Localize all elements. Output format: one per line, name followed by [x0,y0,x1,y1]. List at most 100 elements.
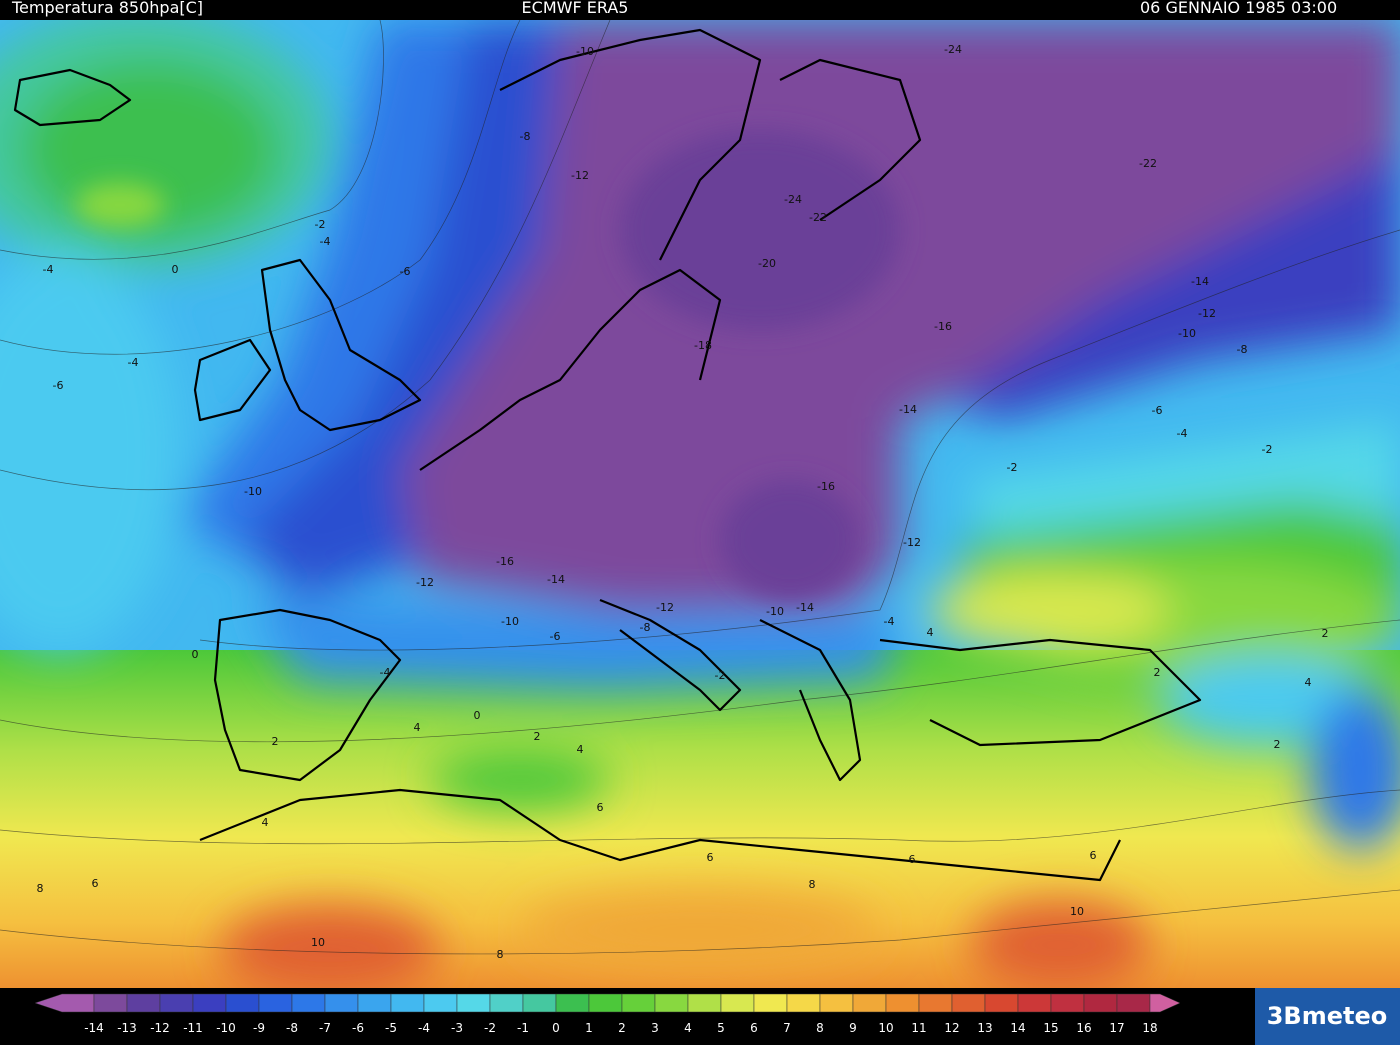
contour-label: 2 [534,730,541,743]
colorbar-bin [951,993,986,1013]
contour-label: -4 [128,356,139,369]
colorbar-label: -5 [385,1021,397,1035]
contour-label: -12 [903,536,921,549]
colorbar-label: 17 [1109,1021,1124,1035]
colorbar-label: 0 [552,1021,560,1035]
contour-label: 2 [272,735,279,748]
colorbar-label: -3 [451,1021,463,1035]
contour-label: -10 [501,615,519,628]
contour-label: -14 [1191,275,1209,288]
contour-label: 0 [192,648,199,661]
contour-label: -8 [640,621,651,634]
contour-label: 2 [1154,666,1161,679]
contour-label: 10 [311,936,325,949]
map-field: -10-8-12-2-4-4 0 -6-4-6-10-12-16-14-10-6-8… [0,20,1400,988]
contour-label: 2 [1274,738,1281,751]
colorbar-bin [357,993,392,1013]
contour-label: -14 [547,573,565,586]
contour-label: -6 [1152,404,1163,417]
contour-labels: -10-8-12-2-4-4 0 -6-4-6-10-12-16-14-10-6-8… [37,43,1329,961]
contour-label: -4 [320,235,331,248]
colorbar-bin [819,993,854,1013]
colorbar-bin [984,993,1019,1013]
isolines [0,20,1400,955]
colorbar-bin [159,993,194,1013]
header-date: 06 GENNAIO 1985 03:00 [1140,0,1337,17]
colorbar-label: 10 [878,1021,893,1035]
contour-label: 4 [262,816,269,829]
colorbar-label: -14 [84,1021,104,1035]
colorbar-bin [654,993,689,1013]
colorbar-label: 4 [684,1021,692,1035]
contour-label: 0 [172,263,179,276]
colorbar-label: -10 [216,1021,236,1035]
colorbar-bin [588,993,623,1013]
contour-label: -20 [758,257,776,270]
colorbar-label: 8 [816,1021,824,1035]
contour-label: -12 [571,169,589,182]
contour-label: -10 [244,485,262,498]
contour-label: -16 [934,320,952,333]
colorbar: -14 -13 -12 -11 -10 -9 -8 -7 -6 -5 -4 -3 -2 -1 0 1 2 3 4 5 6… [34,993,1181,1035]
contour-label: -14 [899,403,917,416]
contour-label: -24 [784,193,802,206]
colorbar-bin [885,993,920,1013]
contour-label: -22 [809,211,827,224]
header-model: ECMWF ERA5 [522,0,629,17]
contour-label: 8 [497,948,504,961]
contour-label: 8 [809,878,816,891]
colorbar-bin [720,993,755,1013]
header-title: Temperatura 850hpa[C] [11,0,203,17]
contour-label: -2 [315,218,326,231]
contour-label: -2 [1007,461,1018,474]
logo: 3Bmeteo [1267,1002,1388,1030]
colorbar-bin [621,993,656,1013]
colorbar-label: 16 [1076,1021,1091,1035]
colorbar-bin [192,993,227,1013]
colorbar-bin [753,993,788,1013]
colorbar-label: 3 [651,1021,659,1035]
contour-label: -6 [400,265,411,278]
contour-label: -4 [43,263,54,276]
colorbar-bin [93,993,128,1013]
colorbar-bin [456,993,491,1013]
colorbar-bin [555,993,590,1013]
contour-label: -14 [796,601,814,614]
colorbar-label: 18 [1142,1021,1157,1035]
header-bar [0,0,1400,20]
contour-label: -12 [656,601,674,614]
colorbar-label: -2 [484,1021,496,1035]
colorbar-bin [1083,993,1118,1013]
colorbar-label: -11 [183,1021,203,1035]
colorbar-label: 1 [585,1021,593,1035]
colorbar-label: 5 [717,1021,725,1035]
colorbar-label: 6 [750,1021,758,1035]
contour-label: 6 [597,801,604,814]
colorbar-label: -7 [319,1021,331,1035]
colorbar-label: -4 [418,1021,430,1035]
contour-label: -2 [715,669,726,682]
contour-label: -6 [53,379,64,392]
contour-label: -10 [576,45,594,58]
contour-label: 4 [927,626,934,639]
contour-label: 2 [1322,627,1329,640]
colorbar-bin [489,993,524,1013]
contour-label: 6 [92,877,99,890]
colorbar-label: -6 [352,1021,364,1035]
colorbar-label: 13 [977,1021,992,1035]
contour-label: -4 [1177,427,1188,440]
colorbar-bin [1116,993,1151,1013]
contour-label: -24 [944,43,962,56]
colorbar-label: 12 [944,1021,959,1035]
colorbar-bin [423,993,458,1013]
contour-label: -16 [496,555,514,568]
contour-label: -4 [380,666,391,679]
colorbar-label: 14 [1010,1021,1025,1035]
colorbar-bin [918,993,953,1013]
colorbar-bin [1017,993,1052,1013]
colorbar-bin [225,993,260,1013]
contour-label: -12 [416,576,434,589]
colorbar-bin [126,993,161,1013]
